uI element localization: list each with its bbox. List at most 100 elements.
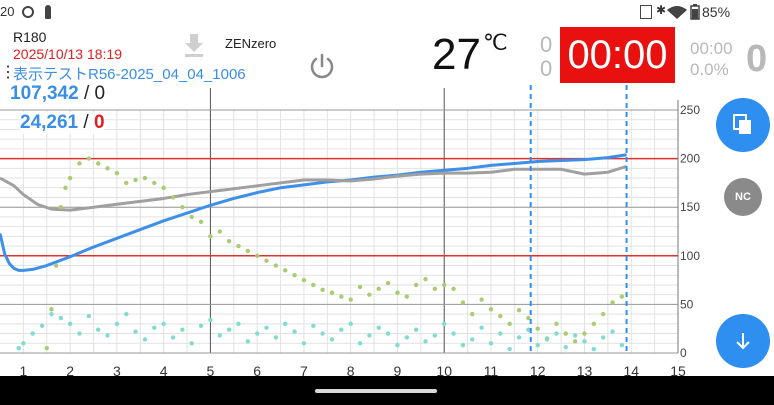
- scatter-point: [432, 286, 438, 292]
- scatter-point: [460, 300, 466, 305]
- scatter-point: [292, 273, 297, 278]
- scatter-point: [39, 323, 45, 328]
- battery-percent: 85%: [702, 4, 731, 20]
- scatter-point: [152, 325, 157, 330]
- vertical-markers: [529, 85, 628, 353]
- bluetooth-icon: ✱: [656, 3, 667, 17]
- scatter-point: [21, 341, 26, 346]
- count-separator: /: [83, 83, 90, 104]
- series-layer: [0, 153, 628, 352]
- scatter-point: [86, 156, 92, 161]
- scatter-point: [133, 177, 138, 183]
- scatter-point: [124, 311, 129, 317]
- copy-button[interactable]: [716, 98, 770, 152]
- scatter-point: [619, 343, 625, 348]
- scatter-point: [610, 329, 615, 334]
- status-bar: 20 ✱ 85%: [0, 0, 774, 26]
- x-tick-label: 4: [160, 363, 168, 379]
- scatter-point: [488, 341, 494, 346]
- scatter-point: [600, 311, 606, 317]
- scatter-point: [245, 339, 251, 344]
- scatter-point: [63, 185, 68, 190]
- scatter-point: [189, 341, 194, 346]
- home-handle[interactable]: [315, 389, 437, 393]
- x-tick-label: 9: [394, 363, 402, 379]
- power-icon[interactable]: [308, 52, 336, 80]
- scatter-point: [217, 333, 222, 338]
- timer-display[interactable]: 00:00: [560, 27, 675, 83]
- scatter-point: [535, 343, 540, 348]
- scatter-point: [470, 337, 475, 342]
- scatter-point: [67, 175, 73, 181]
- x-tick-label: 8: [347, 363, 355, 379]
- scatter-point: [77, 331, 82, 336]
- big-count: 0: [746, 38, 768, 80]
- scatter-point: [311, 323, 316, 328]
- reference-lines: [0, 157, 678, 257]
- menu-icon[interactable]: ⋮: [0, 64, 16, 81]
- x-tick-label: 14: [623, 363, 639, 379]
- scatter-point: [572, 333, 578, 338]
- scatter-point: [198, 219, 204, 224]
- scatter-point: [208, 317, 213, 323]
- count-secondary: 24,261: [20, 112, 79, 133]
- scatter-point: [516, 335, 522, 340]
- y-tick-label: 50: [680, 297, 694, 311]
- scatter-point: [526, 315, 531, 321]
- scatter-point: [329, 290, 335, 295]
- scatter-point: [283, 268, 288, 273]
- scatter-point: [311, 282, 316, 288]
- scatter-point: [404, 294, 409, 299]
- scatter-point: [498, 331, 503, 336]
- scatter-point: [180, 327, 185, 332]
- scatter-point: [114, 170, 120, 176]
- scatter-point: [451, 331, 456, 336]
- scatter-point: [283, 321, 288, 327]
- scatter-point: [432, 333, 438, 338]
- scatter-point: [451, 286, 456, 292]
- copy-icon: [733, 114, 751, 134]
- scatter-point: [254, 253, 260, 258]
- scatter-point: [30, 331, 35, 336]
- count-row-1: 107,342 / 0: [10, 83, 106, 105]
- x-tick-label: 12: [530, 363, 546, 379]
- scatter-point: [124, 180, 129, 186]
- scatter-point: [301, 277, 307, 283]
- scatter-point: [563, 344, 568, 350]
- scroll-down-button[interactable]: [716, 314, 770, 368]
- scatter-point: [189, 214, 194, 220]
- scatter-point: [442, 282, 447, 288]
- temperature-unit: ℃: [483, 30, 508, 55]
- scatter-point: [572, 339, 578, 344]
- scatter-point: [507, 346, 512, 352]
- scatter-point: [610, 300, 615, 305]
- scatter-point: [423, 339, 428, 344]
- scatter-point: [152, 180, 157, 186]
- battery-icon: [690, 4, 700, 20]
- nc-button[interactable]: NC: [724, 178, 762, 216]
- scatter-point: [142, 337, 148, 342]
- series-line-1: [0, 164, 628, 212]
- app-notification-icon: [22, 6, 34, 18]
- y-tick-label: 250: [680, 103, 700, 117]
- scatter-point: [77, 161, 82, 166]
- scatter-point: [292, 329, 297, 334]
- counter-top: 0: [540, 32, 553, 57]
- scatter-point: [376, 325, 381, 330]
- x-tick-label: 10: [436, 363, 452, 379]
- x-tick-labels: 1 2 3 4 5 6 7 8 9 10 11 12 13 14 15: [19, 363, 686, 379]
- download-icon[interactable]: [183, 32, 205, 58]
- scatter-point: [516, 308, 522, 313]
- scatter-point: [423, 276, 428, 282]
- x-tick-label: 3: [113, 363, 121, 379]
- scatter-point: [470, 311, 475, 317]
- scatter-point: [44, 345, 49, 351]
- scatter-point: [208, 234, 213, 239]
- scatter-point: [357, 284, 363, 290]
- scatter-point: [226, 327, 232, 332]
- scatter-point: [385, 280, 391, 286]
- scatter-point: [544, 337, 550, 342]
- scatter-point: [526, 327, 531, 332]
- scatter-point: [582, 339, 587, 344]
- scatter-point: [600, 335, 606, 340]
